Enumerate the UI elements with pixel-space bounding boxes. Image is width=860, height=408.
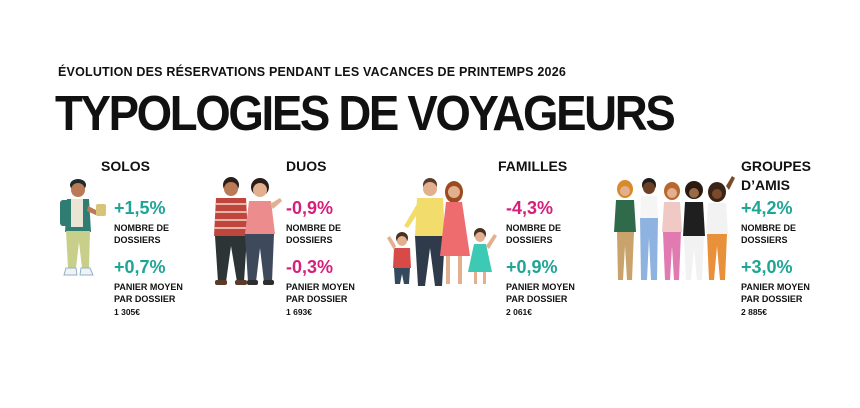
groupes-bookings-stat: +4,2% NOMBRE DE DOSSIERS [741,198,860,246]
friends-group-illustration [614,176,735,280]
infographic-subtitle: ÉVOLUTION DES RÉSERVATIONS PENDANT LES V… [58,65,566,79]
groupes-basket-stat: +3,0% PANIER MOYEN PAR DOSSIER 2 885€ [741,257,860,318]
bookings-label-line2: DOSSIERS [506,235,553,245]
groupes-bookings-change: +4,2% [741,198,793,218]
couple-illustration [214,177,282,285]
familles-basket-amount: 2 061€ [506,307,532,317]
duos-basket-stat: -0,3% PANIER MOYEN PAR DOSSIER 1 693€ [286,257,416,318]
solos-bookings-stat: +1,5% NOMBRE DE DOSSIERS [114,198,244,246]
segment-title-line1: GROUPES [741,158,812,174]
duos-bookings-stat: -0,9% NOMBRE DE DOSSIERS [286,198,416,246]
bookings-label-line2: DOSSIERS [286,235,333,245]
groupes-basket-change: +3,0% [741,257,793,277]
basket-label-line2: PAR DOSSIER [114,294,176,304]
infographic-title: TYPOLOGIES DE VOYAGEURS [55,87,676,141]
basket-label-line2: PAR DOSSIER [286,294,348,304]
segment-title-familles: FAMILLES [498,158,568,174]
solos-basket-stat: +0,7% PANIER MOYEN PAR DOSSIER 1 305€ [114,257,244,318]
basket-label-line1: PANIER MOYEN [114,282,183,292]
duos-bookings-change: -0,9% [286,198,334,218]
solos-basket-change: +0,7% [114,257,166,277]
solos-bookings-change: +1,5% [114,198,166,218]
segment-title-solos: SOLOS [101,158,151,174]
basket-label-line1: PANIER MOYEN [286,282,355,292]
bookings-label-line2: DOSSIERS [114,235,161,245]
segment-title-line2: D’AMIS [741,177,790,193]
basket-label-line1: PANIER MOYEN [741,282,810,292]
basket-label-line1: PANIER MOYEN [506,282,575,292]
familles-basket-stat: +0,9% PANIER MOYEN PAR DOSSIER 2 061€ [506,257,636,318]
solos-basket-amount: 1 305€ [114,307,140,317]
bookings-label-line1: NOMBRE DE [506,223,562,233]
segment-title-groupes-amis: GROUPES D’AMIS [741,157,811,195]
familles-basket-change: +0,9% [506,257,558,277]
bookings-label-line1: NOMBRE DE [114,223,170,233]
segment-title-duos: DUOS [286,158,327,174]
familles-bookings-change: -4,3% [506,198,554,218]
family-illustration [387,178,497,286]
solo-traveler-illustration [60,179,106,276]
duos-basket-amount: 1 693€ [286,307,312,317]
familles-bookings-stat: -4,3% NOMBRE DE DOSSIERS [506,198,636,246]
bookings-label-line1: NOMBRE DE [286,223,342,233]
bookings-label-line2: DOSSIERS [741,235,788,245]
basket-label-line2: PAR DOSSIER [506,294,568,304]
bookings-label-line1: NOMBRE DE [741,223,797,233]
duos-basket-change: -0,3% [286,257,334,277]
groupes-basket-amount: 2 885€ [741,307,767,317]
basket-label-line2: PAR DOSSIER [741,294,803,304]
